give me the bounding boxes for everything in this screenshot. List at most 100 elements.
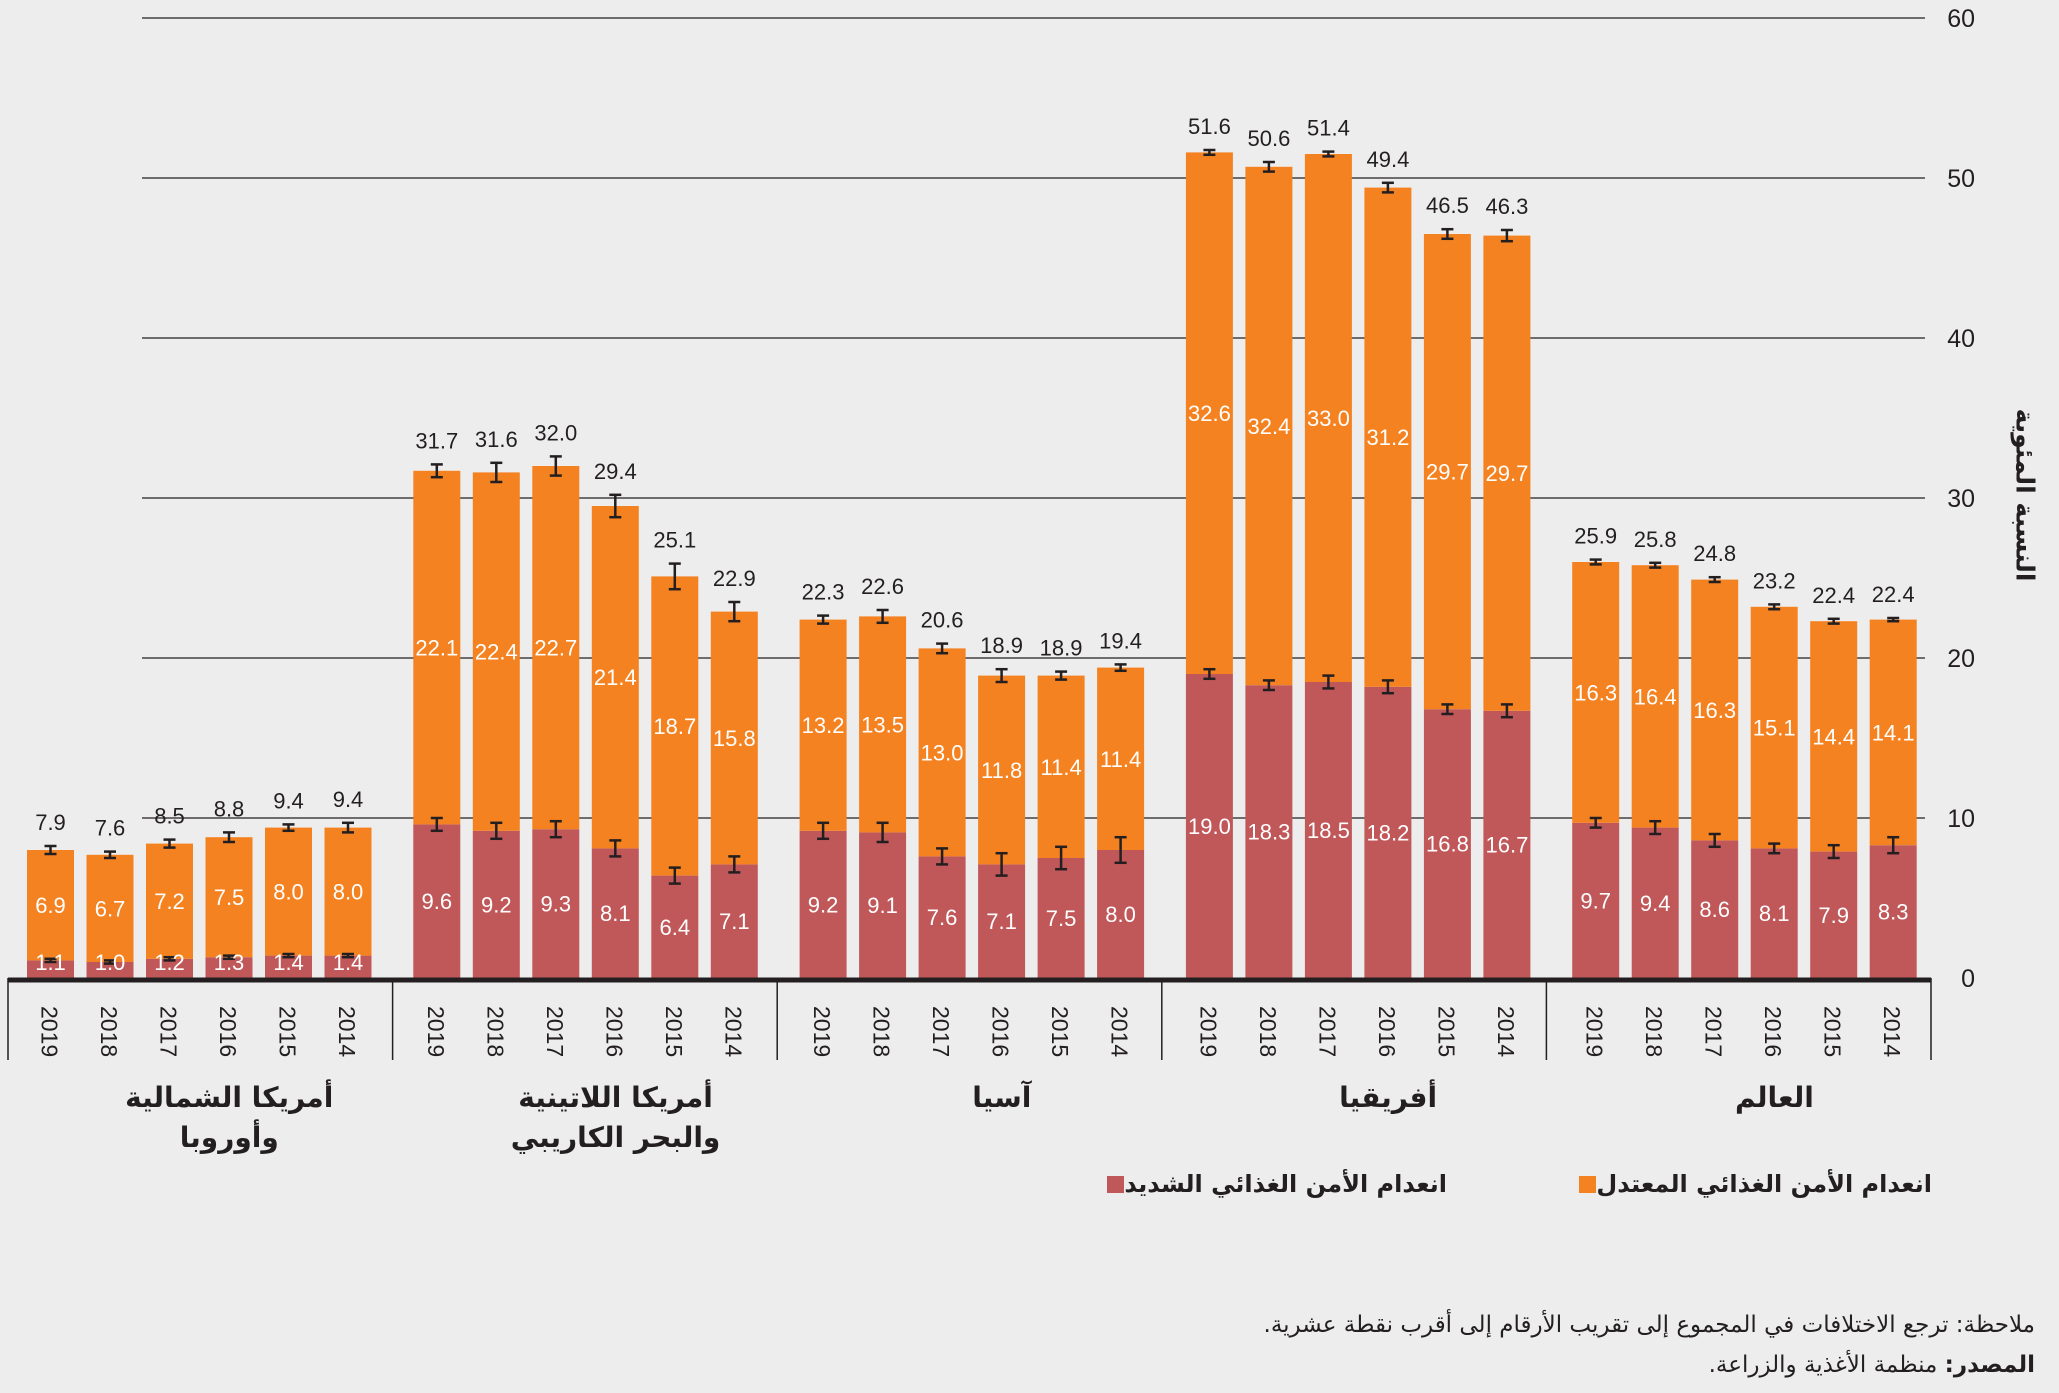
data-label-total: 22.4 (1812, 583, 1855, 608)
data-label-moderate: 14.1 (1872, 720, 1915, 745)
error-bar (1262, 679, 1275, 692)
region-label: أفريقيا (1198, 1078, 1578, 1118)
data-label-total: 46.5 (1426, 193, 1469, 218)
error-bar (1114, 835, 1127, 865)
data-label-moderate: 15.1 (1753, 716, 1796, 741)
data-label-total: 7.9 (35, 810, 66, 835)
error-bar (1055, 845, 1068, 871)
stacked-bar: 16.8 29.7 46.5 (1423, 193, 1471, 978)
data-label-severe: 8.6 (1699, 897, 1730, 922)
bar-group: 1.1 6.9 7.9 1.0 6.7 7.6 1.2 7.2 8.5 1.3 7.5 8.8 1.4 8… (27, 787, 372, 978)
bar-severe (86, 962, 134, 978)
data-label-severe: 8.1 (600, 901, 631, 926)
bar-moderate (472, 472, 520, 831)
data-label-total: 25.9 (1574, 524, 1617, 549)
bar-moderate (413, 470, 461, 825)
stacked-bar: 7.5 11.4 18.9 (1037, 636, 1085, 978)
data-label-severe: 7.1 (986, 909, 1017, 934)
bar-group: 9.7 16.3 25.9 9.4 16.4 25.8 8.6 16.3 24.8 8.1 15.1… (1572, 524, 1917, 978)
y-tick-label: 30 (1947, 485, 1975, 513)
bar-severe (1691, 840, 1739, 978)
y-tick-label: 20 (1947, 645, 1975, 673)
error-bar (1649, 561, 1662, 569)
x-tick-label: 2019 (1195, 1006, 1221, 1057)
data-label-total: 24.8 (1693, 541, 1736, 566)
bar-moderate (27, 850, 74, 961)
region-label-line: العالم (1734, 1081, 1814, 1114)
bar-severe (651, 875, 699, 978)
bar-severe (1364, 686, 1412, 978)
bar-moderate (918, 648, 966, 857)
bar-moderate (1304, 154, 1352, 682)
x-tick-label: 2019 (1582, 1006, 1608, 1057)
bar-moderate (205, 837, 253, 958)
data-label-total: 8.8 (214, 796, 245, 821)
error-bar (817, 614, 830, 625)
error-bar (490, 461, 503, 484)
data-label-severe: 9.1 (867, 893, 898, 918)
data-label-severe: 1.2 (154, 950, 185, 975)
data-label-moderate: 15.8 (713, 726, 756, 751)
error-bar (1203, 148, 1216, 157)
error-bar (609, 493, 622, 519)
x-tick-label: 2016 (215, 1006, 241, 1057)
x-tick-label: 2017 (928, 1006, 954, 1057)
data-label-severe: 16.8 (1426, 832, 1469, 857)
data-label-severe: 9.4 (1640, 891, 1671, 916)
x-tick-label: 2017 (156, 1006, 182, 1057)
data-label-total: 9.4 (333, 787, 364, 812)
error-bar (1768, 603, 1781, 611)
legend-swatch-moderate (1579, 1175, 1597, 1193)
stacked-bar: 1.0 6.7 7.6 (86, 816, 134, 978)
data-label-moderate: 29.7 (1426, 460, 1469, 485)
error-bar (342, 952, 354, 959)
stacked-bar: 9.6 22.1 31.7 (413, 428, 461, 978)
bar-severe (265, 955, 312, 978)
stacked-bar: 1.1 6.9 7.9 (27, 810, 74, 978)
bar-moderate (1185, 152, 1233, 674)
region-label: العالم (1584, 1078, 1964, 1118)
data-label-severe: 7.9 (1818, 903, 1849, 928)
x-tick-label: 2018 (1255, 1006, 1281, 1057)
error-bar (1055, 670, 1068, 681)
data-label-total: 23.2 (1753, 568, 1796, 593)
data-label-total: 31.6 (475, 427, 518, 452)
bar-moderate (1750, 606, 1798, 849)
data-label-moderate: 18.7 (653, 714, 696, 739)
region-label-line: أمريكا الشمالية (125, 1081, 334, 1114)
stacked-bar: 18.5 33.0 51.4 (1304, 116, 1352, 978)
data-label-moderate: 22.7 (534, 636, 577, 661)
x-tick-label: 2018 (869, 1006, 895, 1057)
data-label-moderate: 21.4 (594, 665, 637, 690)
x-tick-label: 2016 (988, 1006, 1014, 1057)
data-label-severe: 7.6 (927, 905, 958, 930)
data-label-severe: 9.3 (541, 892, 572, 917)
bar-moderate (532, 466, 580, 830)
region-label-line: أمريكا اللاتينية (518, 1081, 713, 1114)
x-tick-label: 2014 (334, 1006, 360, 1057)
stacked-bar: 8.1 15.1 23.2 (1750, 568, 1798, 978)
data-label-moderate: 16.4 (1634, 684, 1677, 709)
bar-moderate (1691, 579, 1739, 841)
x-tick-label: 2018 (482, 1006, 508, 1057)
stacked-bar: 9.2 13.2 22.3 (799, 580, 847, 978)
error-bar (1708, 575, 1721, 584)
y-tick-label: 40 (1947, 325, 1975, 353)
error-bar (104, 959, 116, 965)
error-bar (104, 850, 116, 860)
error-bar (1203, 667, 1216, 681)
data-label-severe: 1.3 (214, 950, 245, 975)
data-label-moderate: 32.6 (1188, 401, 1231, 426)
bar-moderate (1364, 187, 1412, 687)
stacked-bar: 9.3 22.7 32.0 (532, 420, 580, 978)
error-bar (1114, 663, 1127, 673)
bar-severe (1572, 822, 1620, 978)
bar-severe (1810, 851, 1858, 978)
bar-severe (532, 829, 580, 978)
x-tick-label: 2014 (1879, 1006, 1905, 1057)
region-label-line: أفريقيا (1339, 1081, 1438, 1114)
error-bar (668, 562, 681, 591)
bar-severe (1097, 850, 1145, 978)
data-label-severe: 8.3 (1878, 900, 1909, 925)
